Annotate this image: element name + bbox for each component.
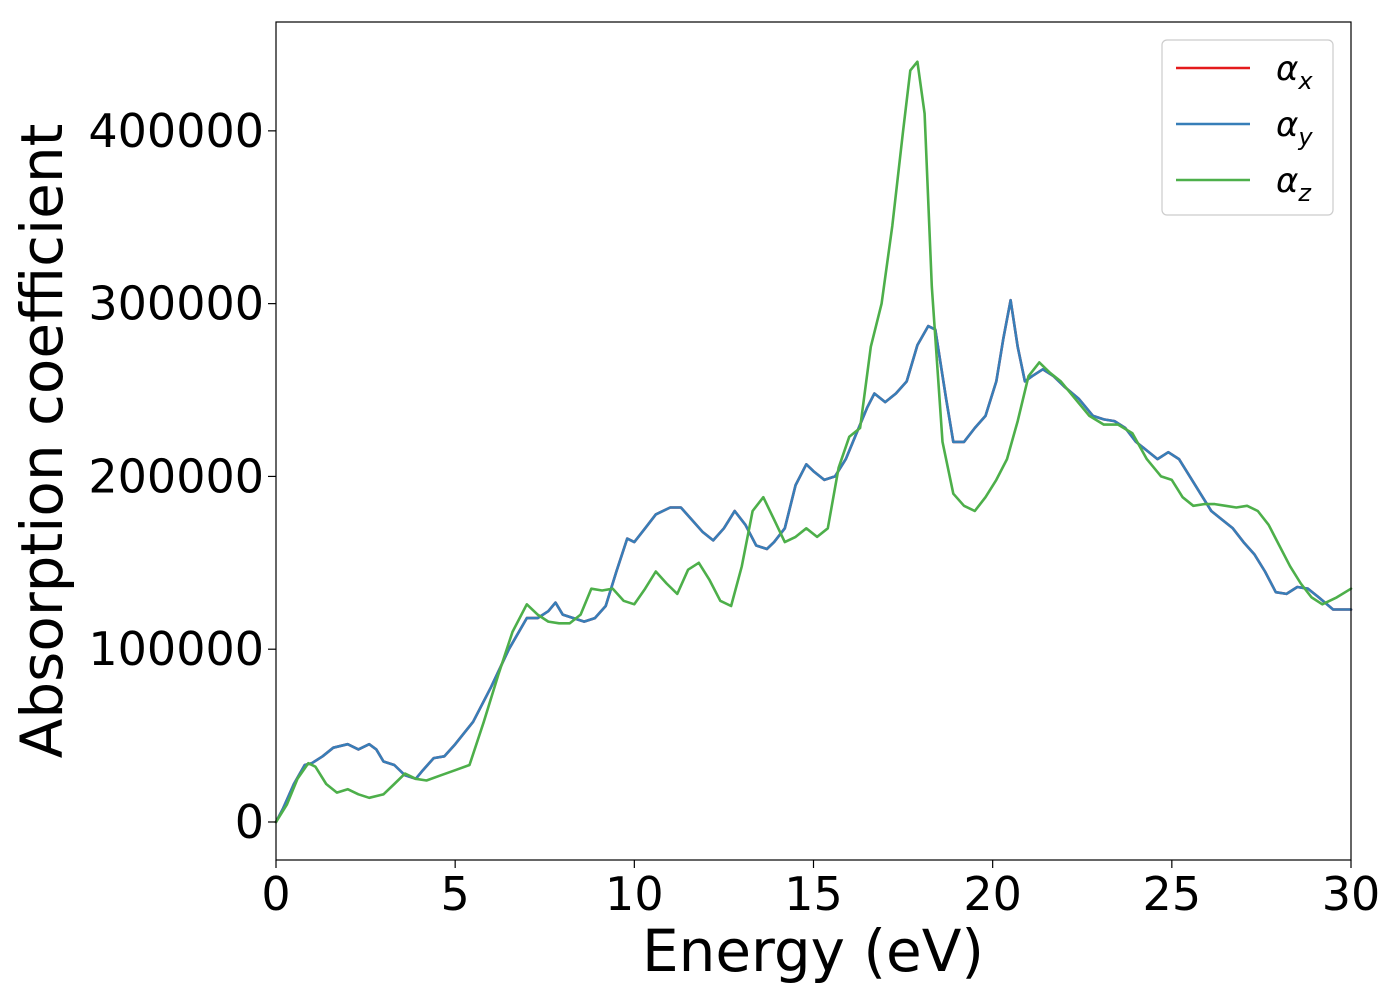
x-tick-label: 25 [1143,867,1202,921]
x-tick-label: 0 [261,867,290,921]
series-line-alpha-z [274,60,1353,824]
y-axis: 0 100000 200000 300000 400000 [88,104,276,849]
x-axis-label: Energy (eV) [642,917,984,985]
x-tick-label: 5 [441,867,470,921]
x-tick-label: 20 [963,867,1022,921]
series-layer [274,60,1353,824]
legend-label-alpha-x: αx [1276,49,1313,95]
x-tick-label: 30 [1322,867,1381,921]
y-tick-label: 400000 [88,104,264,158]
x-tick-label: 10 [605,867,664,921]
y-tick-label: 0 [235,795,264,849]
y-tick-label: 300000 [88,277,264,331]
y-tick-label: 100000 [88,622,264,676]
x-axis: 0 5 10 15 20 25 30 [261,860,1380,921]
series-line-alpha-y [274,298,1353,824]
x-tick-label: 15 [784,867,843,921]
legend-label-alpha-y: αy [1276,105,1313,151]
y-tick-label: 200000 [88,449,264,503]
y-axis-label: Absorption coefficient [8,124,76,759]
legend-box [1161,39,1334,216]
